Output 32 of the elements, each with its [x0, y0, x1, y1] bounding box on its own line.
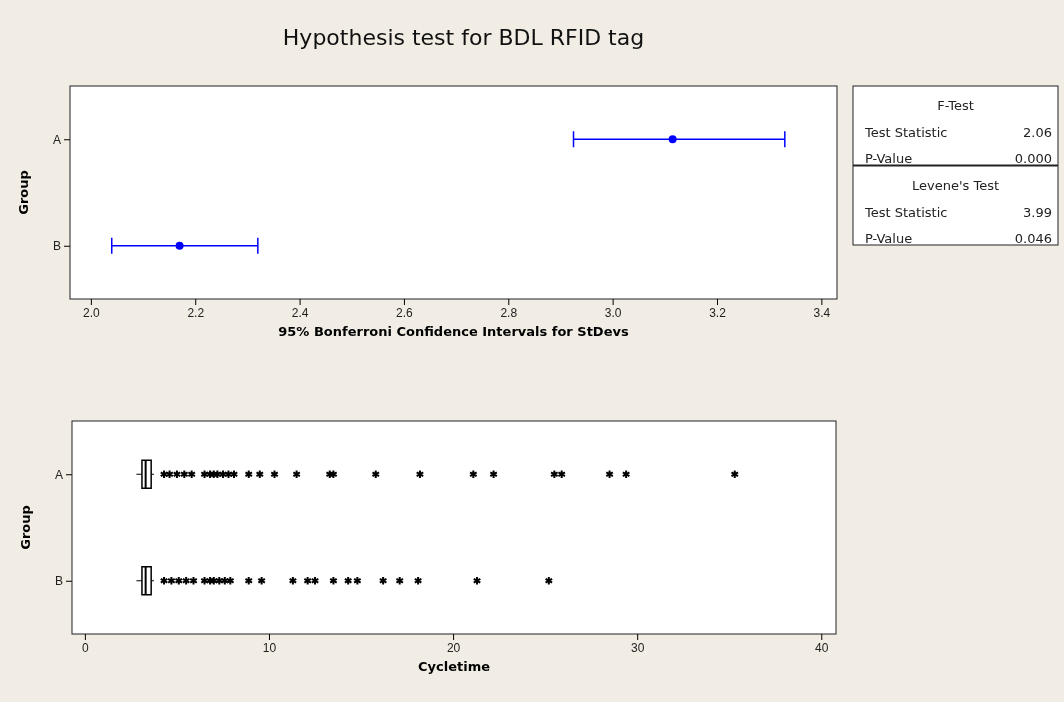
x-axis-title: Cycletime: [417, 659, 491, 674]
y-tick-label: A: [54, 467, 63, 482]
x-tick-label: 2.8: [500, 305, 518, 320]
x-tick-label: 2.2: [187, 305, 205, 320]
text: 0.046: [1014, 230, 1052, 246]
x-tick-label: 2.4: [291, 305, 309, 320]
x-tick-label: 3.0: [604, 305, 622, 320]
text: P-Value: [865, 151, 913, 166]
text: Levene's Test: [911, 177, 1000, 193]
x-tick-label: 3.2: [709, 305, 727, 320]
x-tick-label: 10: [262, 640, 277, 655]
x-tick-label: 2.6: [396, 305, 414, 320]
text: 3.99: [1023, 204, 1052, 220]
chart-title: Hypothesis test for BDL RFID tag: [282, 25, 645, 50]
text: 0.000: [1014, 151, 1052, 166]
x-tick-label: 0: [82, 640, 90, 655]
text: Test Statistic: [864, 204, 948, 220]
text: 2.06: [1023, 125, 1052, 140]
x-tick-label: 2.0: [83, 305, 101, 320]
x-tick-label: 40: [815, 640, 829, 655]
y-axis-title: Group: [18, 505, 33, 550]
y-axis-title: Group: [16, 170, 31, 215]
text: F-Test: [937, 98, 974, 113]
y-tick-label: B: [52, 239, 61, 254]
y-tick-label: B: [54, 574, 63, 589]
x-tick-label: 3.4: [813, 305, 831, 320]
x-tick-label: 30: [631, 640, 645, 655]
x-tick-label: 20: [446, 640, 461, 655]
text: Test Statistic: [864, 125, 948, 140]
y-tick-label: A: [52, 132, 61, 147]
x-axis-title: 95% Bonferroni Confidence Intervals for StDevs: [278, 324, 629, 339]
text: P-Value: [865, 230, 913, 246]
